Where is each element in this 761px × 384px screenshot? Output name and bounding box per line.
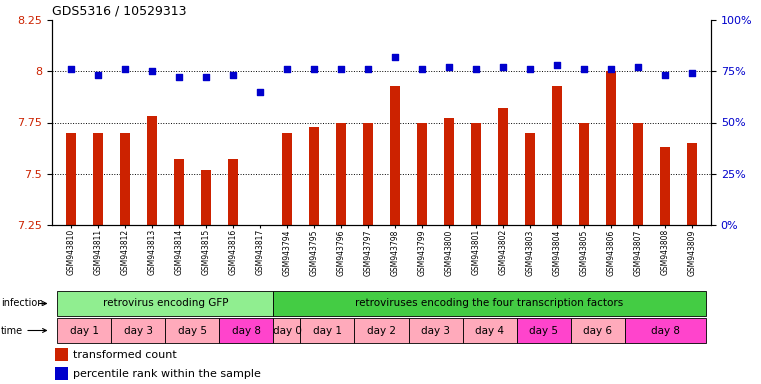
Point [254, 89, 266, 95]
Bar [165, 318, 219, 343]
Bar [498, 108, 508, 225]
Point [659, 72, 671, 78]
Point [362, 66, 374, 72]
Point [173, 74, 185, 81]
Bar [416, 122, 428, 225]
Point [92, 72, 104, 78]
Bar [632, 122, 644, 225]
Bar [228, 159, 238, 225]
Point [389, 54, 401, 60]
Bar [111, 318, 165, 343]
Bar [362, 122, 374, 225]
Text: infection: infection [1, 298, 43, 308]
Text: GDS5316 / 10529313: GDS5316 / 10529313 [52, 5, 186, 17]
Text: day 2: day 2 [367, 326, 396, 336]
Point [281, 66, 293, 72]
Bar [606, 71, 616, 225]
Point [443, 64, 455, 70]
Point [335, 66, 347, 72]
Point [524, 66, 537, 72]
Text: day 1: day 1 [70, 326, 99, 336]
Text: retrovirus encoding GFP: retrovirus encoding GFP [103, 298, 228, 308]
Text: day 8: day 8 [232, 326, 261, 336]
Text: transformed count: transformed count [73, 350, 177, 360]
Bar [65, 133, 76, 225]
Bar [56, 348, 68, 361]
Bar [273, 318, 301, 343]
Point [227, 72, 239, 78]
Bar [686, 143, 698, 225]
Bar [308, 127, 320, 225]
Bar [463, 318, 517, 343]
Bar [57, 318, 111, 343]
Bar [219, 318, 273, 343]
Text: retroviruses encoding the four transcription factors: retroviruses encoding the four transcrip… [355, 298, 624, 308]
Bar [174, 159, 184, 225]
Point [119, 66, 131, 72]
Bar [660, 147, 670, 225]
Bar [282, 133, 292, 225]
Bar [301, 318, 355, 343]
Point [416, 66, 428, 72]
Text: day 1: day 1 [313, 326, 342, 336]
Point [65, 66, 77, 72]
Text: percentile rank within the sample: percentile rank within the sample [73, 369, 261, 379]
Bar [273, 291, 705, 316]
Point [605, 66, 617, 72]
Text: day 5: day 5 [178, 326, 207, 336]
Text: day 5: day 5 [529, 326, 558, 336]
Point [578, 66, 590, 72]
Bar [147, 116, 158, 225]
Text: time: time [1, 326, 23, 336]
Bar [578, 122, 590, 225]
Point [146, 68, 158, 74]
Point [686, 70, 698, 76]
Point [497, 64, 509, 70]
Bar [56, 367, 68, 380]
Bar [119, 133, 130, 225]
Bar [517, 318, 571, 343]
Bar [470, 122, 482, 225]
Point [200, 74, 212, 81]
Bar [57, 291, 273, 316]
Text: day 0: day 0 [272, 326, 301, 336]
Bar [409, 318, 463, 343]
Bar [336, 122, 346, 225]
Text: day 8: day 8 [651, 326, 680, 336]
Bar [355, 318, 409, 343]
Point [632, 64, 644, 70]
Point [470, 66, 482, 72]
Text: day 3: day 3 [421, 326, 450, 336]
Point [308, 66, 320, 72]
Point [551, 62, 563, 68]
Bar [552, 86, 562, 225]
Bar [201, 170, 212, 225]
Bar [625, 318, 705, 343]
Bar [524, 133, 536, 225]
Bar [93, 133, 103, 225]
Bar [390, 86, 400, 225]
Bar [444, 118, 454, 225]
Text: day 4: day 4 [475, 326, 504, 336]
Text: day 6: day 6 [583, 326, 612, 336]
Text: day 3: day 3 [124, 326, 153, 336]
Bar [571, 318, 625, 343]
